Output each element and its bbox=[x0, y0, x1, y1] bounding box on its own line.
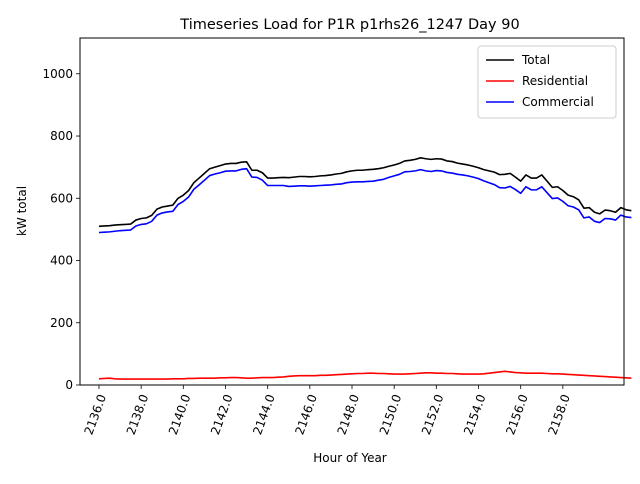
legend-box bbox=[477, 45, 617, 119]
series-line-total bbox=[98, 157, 632, 228]
y-tick-label: 1000 bbox=[42, 67, 73, 81]
y-tick-label: 400 bbox=[50, 254, 73, 268]
legend-label-residential: Residential bbox=[522, 74, 588, 88]
y-tick-label: 200 bbox=[50, 316, 73, 330]
series-line-commercial bbox=[98, 167, 632, 234]
y-tick-label: 600 bbox=[50, 191, 73, 205]
chart-title: Timeseries Load for P1R p1rhs26_1247 Day… bbox=[179, 17, 519, 33]
plot-lines bbox=[98, 157, 632, 380]
series-line-residential bbox=[98, 370, 632, 380]
legend-label-total: Total bbox=[521, 53, 550, 67]
legend: Total Residential Commercial bbox=[477, 45, 617, 119]
y-axis-label: kW total bbox=[15, 186, 29, 236]
legend-label-commercial: Commercial bbox=[522, 95, 594, 109]
x-axis-label: Hour of Year bbox=[313, 451, 387, 465]
y-tick-label: 800 bbox=[50, 129, 73, 143]
y-axis: 0 200 400 600 800 1000 bbox=[42, 67, 80, 392]
y-tick-label: 0 bbox=[65, 378, 73, 392]
